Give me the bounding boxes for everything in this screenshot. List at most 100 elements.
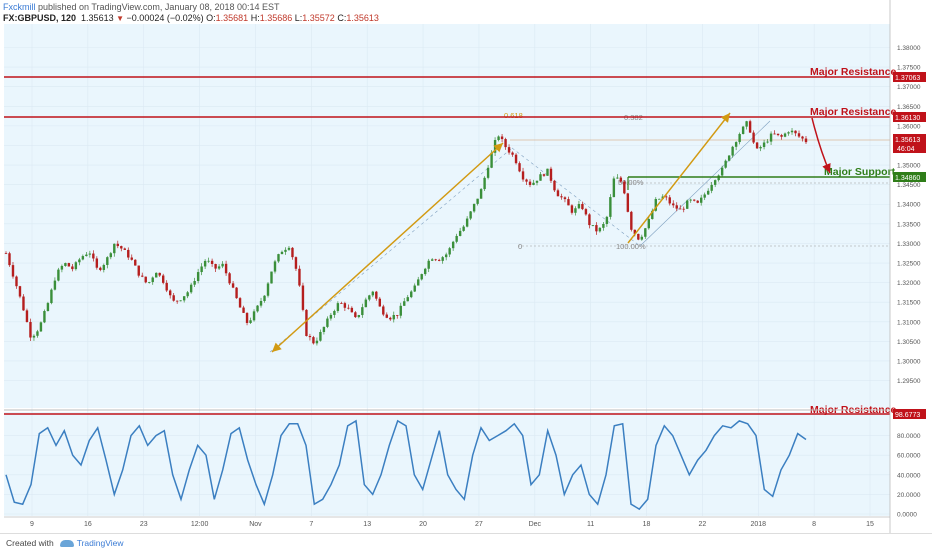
candle-body (259, 300, 263, 306)
time-tick-label: 20 (419, 521, 427, 528)
candle-body (78, 259, 81, 263)
tradingview-link[interactable]: TradingView (76, 538, 124, 548)
candle-body (165, 282, 168, 291)
candle-body (437, 259, 441, 261)
candle-body (762, 142, 766, 147)
candle-body (64, 263, 67, 266)
candle-body (790, 130, 794, 133)
candle-body (521, 171, 525, 180)
candle-body (242, 307, 245, 313)
candle-body (364, 299, 368, 308)
footer: Created with TradingView (0, 533, 932, 550)
rally-arrow-1[interactable] (271, 142, 504, 353)
candle-body (427, 260, 430, 269)
candle-body (403, 301, 406, 306)
candle-body (224, 263, 228, 274)
candle-body (137, 265, 140, 276)
candle-body (189, 284, 193, 293)
candle-body (162, 275, 165, 283)
candle-body (528, 181, 532, 185)
candle-body (85, 254, 88, 257)
candle-body (633, 229, 637, 234)
candle-body (319, 331, 322, 341)
candle-body (378, 298, 381, 307)
candle-body (448, 248, 451, 255)
candle-body (277, 254, 280, 262)
candle-body (665, 196, 668, 198)
price-axis-bg[interactable] (890, 0, 932, 533)
candle-body (88, 253, 92, 255)
chart-header: Fxckmill published on TradingView.com, J… (3, 2, 379, 24)
candle-body (109, 253, 113, 258)
fib-100-label: 100.00% (616, 242, 646, 251)
drop-arrow[interactable] (811, 117, 831, 174)
candle-body (155, 272, 158, 278)
candle-body (675, 205, 678, 209)
price-tags: 1.37063 1.36130 1.35613 46:04 1.34860 98… (893, 72, 926, 419)
candle-body (804, 138, 808, 143)
rally-arrow-2[interactable] (627, 112, 731, 244)
last-price: 1.35613 (81, 13, 114, 23)
close-value: 1.35613 (346, 13, 379, 23)
candle-body (92, 253, 95, 259)
candle-body (294, 257, 298, 269)
gbpusd-chart[interactable]: 1.38000 1.37500 1.37000 1.36500 1.36000 1.355… (0, 0, 932, 533)
tag-last-bg (893, 134, 926, 153)
time-tick-label: 7 (309, 521, 313, 528)
low-label: L: (294, 13, 303, 23)
candle-body (217, 266, 221, 269)
candle-body (357, 315, 361, 318)
time-axis: 9 16 23 12:00 Nov 7 13 20 27 Dec 11 18 22 2018 8 15 (30, 521, 874, 528)
open-value: 1.35681 (215, 13, 249, 23)
candle-body (479, 189, 483, 199)
candle-body (53, 280, 57, 290)
candle-body (773, 133, 776, 135)
candle-body (560, 196, 563, 198)
high-label: H: (250, 13, 260, 23)
candle-body (469, 211, 472, 219)
candle-body (343, 303, 347, 308)
time-tick-label: 11 (587, 521, 594, 528)
price-tick-label: 1.30500 (897, 339, 921, 346)
candle-body (595, 225, 598, 232)
candle-body (570, 205, 574, 213)
author-link[interactable]: Fxckmill (3, 2, 36, 12)
candle-body (514, 154, 518, 164)
candle-body (567, 199, 570, 206)
stoch-pane[interactable] (4, 412, 890, 516)
candle-body (280, 251, 284, 255)
candle-body (748, 121, 752, 133)
candle-body (347, 307, 350, 309)
candle-body (689, 199, 692, 201)
candle-body (134, 259, 137, 266)
fib-50-label: 50.00% (618, 178, 644, 187)
candle-body (18, 286, 22, 297)
candle-body (333, 310, 336, 315)
candle-body (127, 249, 130, 258)
candle-body (693, 199, 696, 201)
candle-body (326, 318, 329, 327)
tag-r1: 1.37063 (895, 75, 920, 82)
candle-body (231, 283, 235, 288)
price-pane[interactable] (4, 24, 890, 408)
candle-body (630, 211, 633, 230)
candle-body (679, 208, 682, 210)
candle-body (434, 259, 437, 261)
candle-body (497, 136, 500, 141)
candle-body (50, 289, 53, 304)
candle-body (577, 203, 581, 209)
candle-body (371, 291, 375, 296)
candle-body (588, 214, 591, 226)
symbol-label[interactable]: FX:GBPUSD, 120 (3, 13, 77, 23)
down-triangle-icon: ▼ (116, 14, 125, 23)
candle-body (207, 260, 210, 262)
projection-arrows (271, 112, 831, 353)
candle-body (769, 133, 773, 142)
candle-body (175, 300, 179, 302)
time-tick-label: 18 (643, 521, 651, 528)
candle-body (329, 314, 333, 319)
candle-body (424, 268, 427, 275)
candle-body (486, 167, 490, 178)
candle-body (413, 285, 416, 292)
major-resistance-1-label: Major Resistance (810, 66, 897, 78)
